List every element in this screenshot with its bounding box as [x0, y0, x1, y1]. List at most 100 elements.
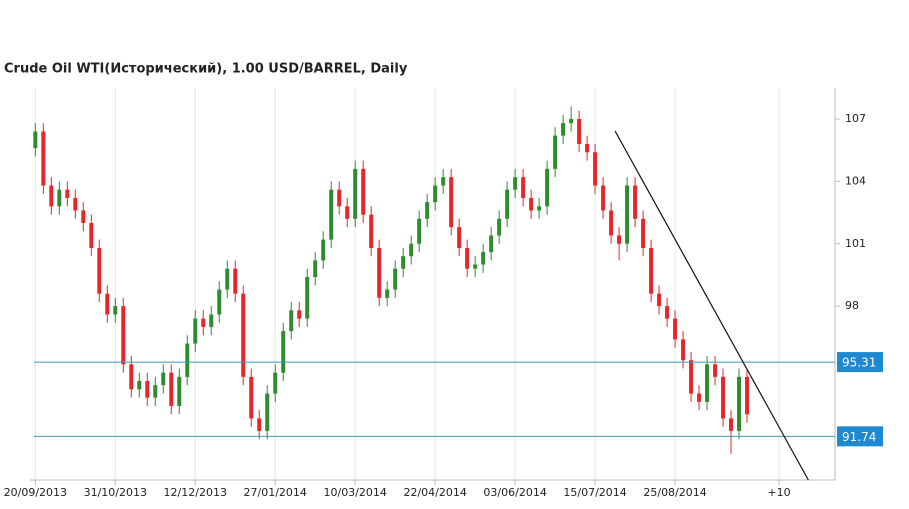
level-label: 95.31 — [842, 356, 876, 370]
candle-body — [689, 360, 694, 394]
candle-body — [457, 227, 462, 248]
candle-body — [81, 210, 86, 223]
chart-title: Crude Oil WTI(Исторический), 1.00 USD/BA… — [4, 62, 408, 77]
level-label-box — [837, 352, 883, 373]
y-tick-label: 101 — [845, 237, 866, 250]
level-label-box — [837, 426, 883, 447]
candle-body — [401, 256, 406, 269]
candle-body — [169, 372, 174, 406]
candle-body — [121, 306, 126, 365]
candle-body — [73, 198, 78, 211]
candle-body — [633, 185, 638, 219]
candle-body — [433, 185, 438, 203]
candle-body — [617, 235, 622, 244]
candle-body — [369, 214, 374, 248]
candle-body — [225, 268, 230, 290]
candle-body — [89, 222, 94, 248]
candle-body — [193, 318, 198, 344]
candle-body — [97, 247, 102, 294]
y-tick-label: 104 — [845, 174, 866, 187]
candle-body — [345, 206, 350, 219]
candle-body — [329, 189, 334, 240]
candle-body — [673, 318, 678, 340]
candle-body — [569, 118, 574, 124]
candle-body — [361, 168, 366, 215]
candle-body — [425, 202, 430, 219]
x-tick-label: 27/01/2014 — [244, 486, 307, 499]
candle-body — [745, 376, 750, 415]
candle-body — [417, 218, 422, 244]
candle-body — [33, 131, 38, 149]
level-label: 91.74 — [842, 430, 876, 444]
x-tick-label: 22/04/2014 — [403, 486, 466, 499]
candle-body — [721, 376, 726, 419]
candle-body — [305, 277, 310, 319]
candle-body — [409, 243, 414, 257]
candle-body — [377, 247, 382, 298]
candle-body — [473, 264, 478, 269]
candle-body — [217, 289, 222, 315]
candle-body — [729, 418, 734, 431]
candle-body — [113, 306, 118, 315]
candle-body — [177, 376, 182, 406]
candle-body — [601, 185, 606, 211]
candle-body — [153, 385, 158, 398]
candle-body — [385, 289, 390, 298]
candle-body — [145, 381, 150, 398]
x-tick-label: 31/10/2013 — [84, 486, 147, 499]
candle-body — [57, 189, 62, 207]
candle-body — [665, 306, 670, 319]
x-tick-label: 12/12/2013 — [164, 486, 227, 499]
candle-body — [681, 339, 686, 361]
candle-body — [105, 293, 110, 315]
candle-body — [449, 177, 454, 228]
candle-body — [609, 210, 614, 236]
candle-body — [161, 372, 166, 386]
candle-body — [481, 252, 486, 265]
candle-body — [49, 185, 54, 207]
x-tick-label: 03/06/2014 — [483, 486, 546, 499]
x-tick-label: 25/08/2014 — [643, 486, 706, 499]
candle-body — [257, 418, 262, 431]
candle-body — [441, 177, 446, 186]
x-tick-label: 10/03/2014 — [323, 486, 386, 499]
candle-body — [465, 247, 470, 269]
candle-body — [513, 177, 518, 190]
candle-body — [241, 293, 246, 377]
candle-body — [737, 376, 742, 431]
candle-body — [185, 343, 190, 377]
candle-body — [561, 123, 566, 136]
candle-body — [297, 310, 302, 319]
x-tick-label: +10 — [767, 486, 790, 499]
candle-body — [129, 364, 134, 390]
candle-body — [201, 318, 206, 327]
candle-body — [697, 393, 702, 402]
candle-body — [593, 152, 598, 186]
y-tick-label: 98 — [845, 299, 859, 312]
candle-body — [553, 135, 558, 169]
x-tick-label: 15/07/2014 — [563, 486, 626, 499]
candle-body — [41, 131, 46, 186]
candle-body — [233, 268, 238, 294]
candle-body — [713, 364, 718, 377]
candle-body — [545, 168, 550, 207]
candle-body — [705, 364, 710, 402]
candle-body — [489, 235, 494, 253]
y-tick-label: 107 — [845, 112, 866, 125]
candle-body — [537, 206, 542, 211]
x-tick-label: 20/09/2013 — [4, 486, 67, 499]
candle-body — [625, 185, 630, 244]
candle-body — [321, 239, 326, 261]
candle-body — [249, 376, 254, 419]
candle-body — [313, 260, 318, 278]
candle-body — [585, 143, 590, 153]
candle-body — [393, 268, 398, 290]
candle-body — [209, 314, 214, 327]
trendline — [614, 130, 809, 481]
candle-body — [497, 218, 502, 236]
candle-body — [137, 381, 142, 390]
candle-body — [65, 189, 70, 199]
candle-body — [337, 189, 342, 207]
candle-body — [577, 118, 582, 144]
